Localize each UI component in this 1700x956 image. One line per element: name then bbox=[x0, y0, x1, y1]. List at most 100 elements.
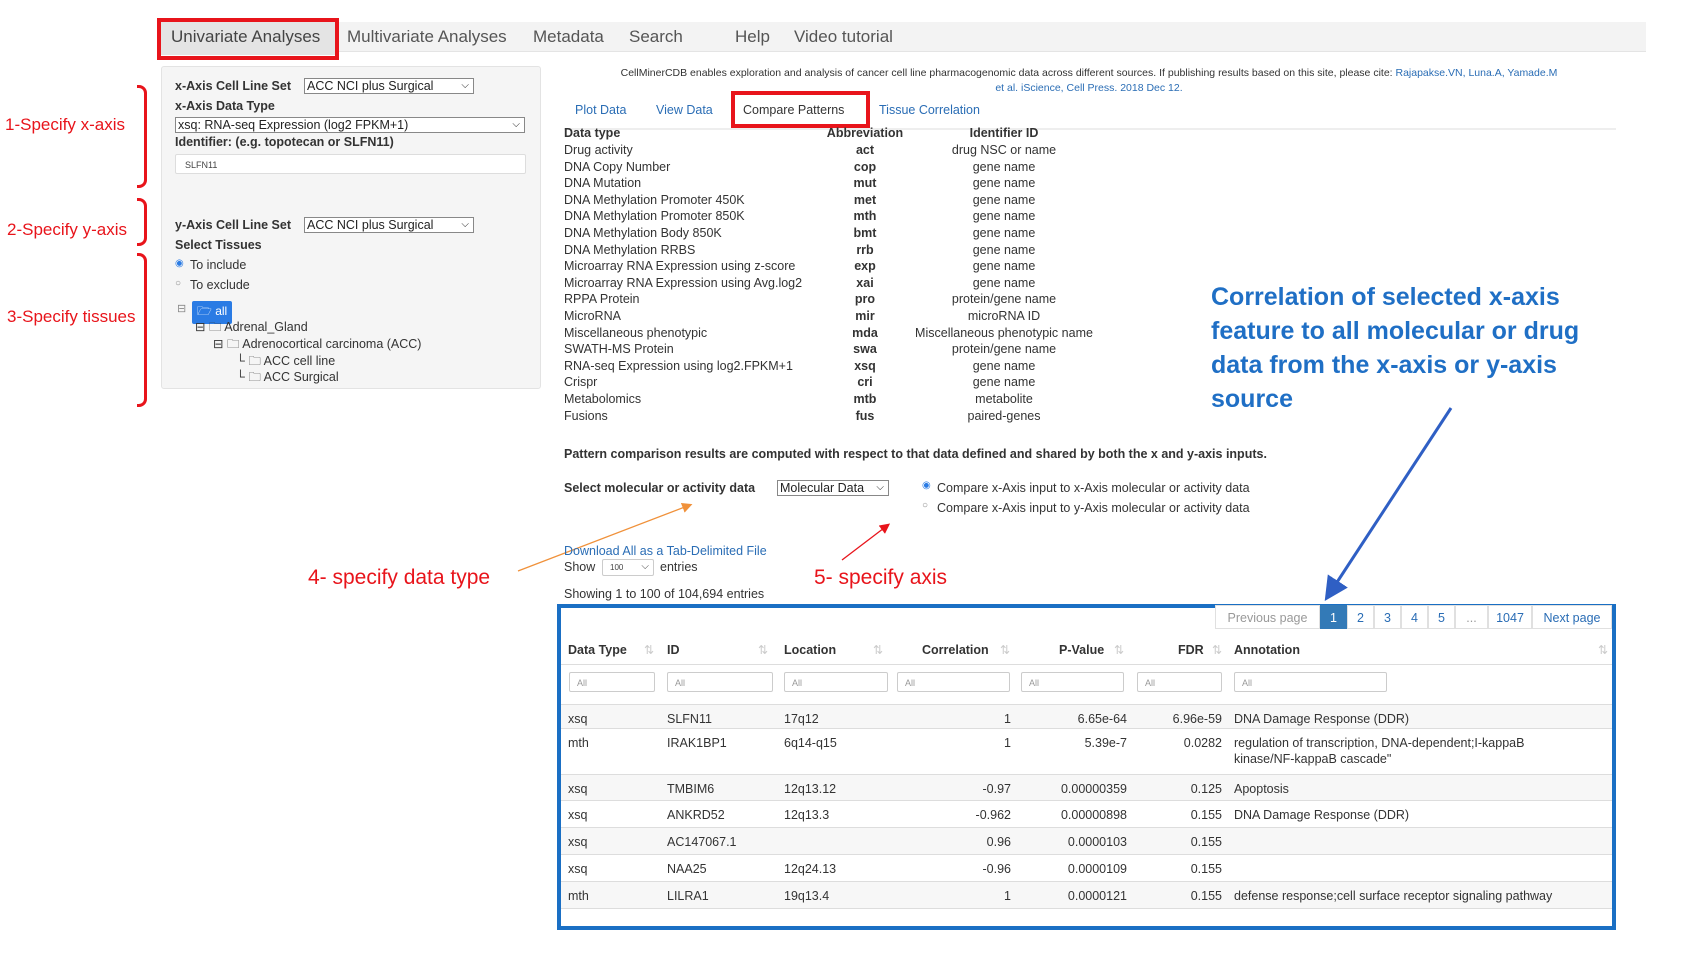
red-arrow bbox=[841, 523, 891, 561]
table-row[interactable] bbox=[561, 704, 1612, 728]
tree-node-cell-line[interactable]: └ 🗀 ACC cell line bbox=[236, 352, 335, 373]
cell-data-type: xsq bbox=[568, 808, 588, 822]
nav-multivariate[interactable]: Multivariate Analyses bbox=[347, 27, 507, 46]
tab-plot-data[interactable]: Plot Data bbox=[575, 103, 627, 117]
tree-node-all[interactable]: 🗁 all bbox=[192, 301, 233, 324]
cell-location: 17q12 bbox=[784, 712, 819, 726]
types-row-name: DNA Methylation Promoter 850K bbox=[564, 209, 745, 224]
pagination-page-5[interactable]: 5 bbox=[1428, 605, 1455, 629]
sort-icon[interactable]: ⇅ bbox=[1114, 643, 1125, 657]
table-row[interactable] bbox=[561, 854, 1612, 881]
molecular-data-select[interactable]: Molecular Data ⌵ bbox=[777, 480, 889, 496]
types-row-name: SWATH-MS Protein bbox=[564, 342, 674, 357]
nav-univariate[interactable]: Univariate Analyses bbox=[171, 27, 321, 46]
radio-x-axis[interactable]: ◉ bbox=[922, 480, 931, 491]
col-fdr[interactable]: FDR bbox=[1178, 643, 1204, 657]
pagination-page-3[interactable]: 3 bbox=[1374, 605, 1401, 629]
cell-id: AC147067.1 bbox=[667, 835, 737, 849]
col-annotation[interactable]: Annotation bbox=[1234, 643, 1300, 657]
results-table-highlight bbox=[557, 604, 1616, 930]
x-cell-line-select[interactable]: ACC NCI plus Surgical ⌵ bbox=[304, 78, 474, 94]
types-row-abbr: cri bbox=[857, 375, 873, 390]
types-row-id: gene name bbox=[972, 159, 1036, 174]
tree-node-acc[interactable]: ⊟ 🗀 Adrenocortical carcinoma (ACC) bbox=[213, 335, 421, 356]
sort-icon[interactable]: ⇅ bbox=[758, 643, 769, 657]
sort-icon[interactable]: ⇅ bbox=[873, 643, 884, 657]
x-data-type-select[interactable]: xsq: RNA-seq Expression (log2 FPKM+1) ⌵ bbox=[175, 117, 525, 133]
cell-id: SLFN11 bbox=[667, 712, 712, 726]
cell-p-value: 0.00000359 bbox=[1060, 782, 1127, 796]
cell-fdr: 6.96e-59 bbox=[1172, 712, 1222, 726]
types-row-abbr: act bbox=[855, 143, 875, 157]
pagination-page-last[interactable]: 1047 bbox=[1488, 605, 1532, 629]
table-row[interactable] bbox=[561, 774, 1612, 800]
sort-icon[interactable]: ⇅ bbox=[1212, 643, 1223, 657]
tab-compare-patterns[interactable]: Compare Patterns bbox=[743, 103, 845, 117]
types-row-name: DNA Copy Number bbox=[564, 159, 671, 174]
cell-data-type: mth bbox=[568, 736, 589, 750]
pagination-page-4[interactable]: 4 bbox=[1401, 605, 1428, 629]
pagination-next[interactable]: Next page bbox=[1532, 605, 1612, 629]
pagination-page-1[interactable]: 1 bbox=[1320, 605, 1347, 629]
filter-input-fdr[interactable]: All bbox=[1137, 672, 1222, 692]
filter-input-location[interactable]: All bbox=[784, 672, 888, 692]
citation-link-2[interactable]: et al. iScience, Cell Press. 2018 Dec 12… bbox=[995, 82, 1183, 94]
annotation-specify-tissues: 3-Specify tissues bbox=[7, 307, 136, 326]
filter-input-correlation[interactable]: All bbox=[897, 672, 1010, 692]
cell-p-value: 0.0000121 bbox=[1067, 889, 1127, 903]
highlight-univariate bbox=[157, 18, 339, 60]
tab-tissue-correlation[interactable]: Tissue Correlation bbox=[879, 103, 980, 117]
table-row[interactable] bbox=[561, 827, 1612, 854]
col-location[interactable]: Location bbox=[784, 643, 837, 657]
nav-metadata[interactable]: Metadata bbox=[533, 27, 604, 46]
annotation-specify-x: 1-Specify x-axis bbox=[5, 115, 125, 134]
entries-value: 100 bbox=[610, 563, 624, 572]
table-row[interactable] bbox=[561, 800, 1612, 827]
col-p-value[interactable]: P-Value bbox=[1059, 643, 1105, 657]
nav-video-tutorial[interactable]: Video tutorial bbox=[794, 27, 893, 46]
types-row-abbr: fus bbox=[855, 408, 875, 423]
col-id[interactable]: ID bbox=[667, 643, 680, 657]
chevron-down-icon: ⌵ bbox=[641, 561, 649, 572]
x-data-type-value: xsq: RNA-seq Expression (log2 FPKM+1) bbox=[178, 118, 409, 132]
filter-input-id[interactable]: All bbox=[667, 672, 773, 692]
identifier-input[interactable]: SLFN11 bbox=[175, 154, 526, 174]
annotation-correlation-line3: data from the x-axis or y-axis bbox=[1211, 351, 1557, 379]
types-header-abbr: Abbreviation bbox=[826, 126, 904, 140]
table-row[interactable] bbox=[561, 881, 1612, 908]
cell-annotation: Apoptosis bbox=[1234, 782, 1289, 796]
types-row-abbr: rrb bbox=[856, 242, 874, 257]
sort-icon[interactable]: ⇅ bbox=[1598, 643, 1609, 657]
entries-select[interactable]: 100 ⌵ bbox=[602, 559, 654, 576]
col-correlation[interactable]: Correlation bbox=[922, 643, 989, 657]
filter-input-p-value[interactable]: All bbox=[1021, 672, 1124, 692]
sort-icon[interactable]: ⇅ bbox=[1000, 643, 1011, 657]
filter-input-data-type[interactable]: All bbox=[569, 672, 655, 692]
sort-icon[interactable]: ⇅ bbox=[644, 643, 655, 657]
table-row[interactable] bbox=[561, 728, 1612, 774]
citation-link[interactable]: Rajapakse.VN, Luna.A, Yamade.M bbox=[1395, 67, 1558, 79]
collapse-icon[interactable]: ⊟ bbox=[177, 303, 187, 315]
annotation-specify-y: 2-Specify y-axis bbox=[7, 220, 127, 239]
nav-help[interactable]: Help bbox=[735, 27, 770, 46]
tree-node-surgical[interactable]: └ 🗀 ACC Surgical bbox=[236, 368, 339, 389]
tree-node-adrenal[interactable]: ⊟ 🗀 Adrenal_Gland bbox=[195, 318, 308, 339]
radio-include[interactable]: ◉ bbox=[175, 258, 184, 269]
radio-exclude[interactable]: ○ bbox=[175, 278, 182, 289]
filter-input-annotation[interactable]: All bbox=[1234, 672, 1387, 692]
tree-cell-line-label: ACC cell line bbox=[263, 354, 336, 368]
radio-y-axis[interactable]: ○ bbox=[922, 500, 929, 511]
tab-view-data[interactable]: View Data bbox=[656, 103, 713, 117]
download-link[interactable]: Download All as a Tab-Delimited File bbox=[564, 544, 767, 558]
y-cell-line-select[interactable]: ACC NCI plus Surgical ⌵ bbox=[304, 217, 474, 233]
cell-correlation: -0.962 bbox=[975, 808, 1011, 822]
pagination-page-2[interactable]: 2 bbox=[1347, 605, 1374, 629]
cell-annotation: DNA Damage Response (DDR) bbox=[1234, 712, 1410, 726]
types-row-id: paired-genes bbox=[967, 408, 1041, 423]
col-data-type[interactable]: Data Type bbox=[568, 643, 627, 657]
annotation-correlation-line2: feature to all molecular or drug bbox=[1211, 317, 1580, 345]
pagination-prev[interactable]: Previous page bbox=[1215, 605, 1320, 629]
cell-data-type: mth bbox=[568, 889, 589, 903]
highlight-compare-patterns bbox=[731, 91, 870, 128]
nav-search[interactable]: Search bbox=[629, 27, 683, 46]
